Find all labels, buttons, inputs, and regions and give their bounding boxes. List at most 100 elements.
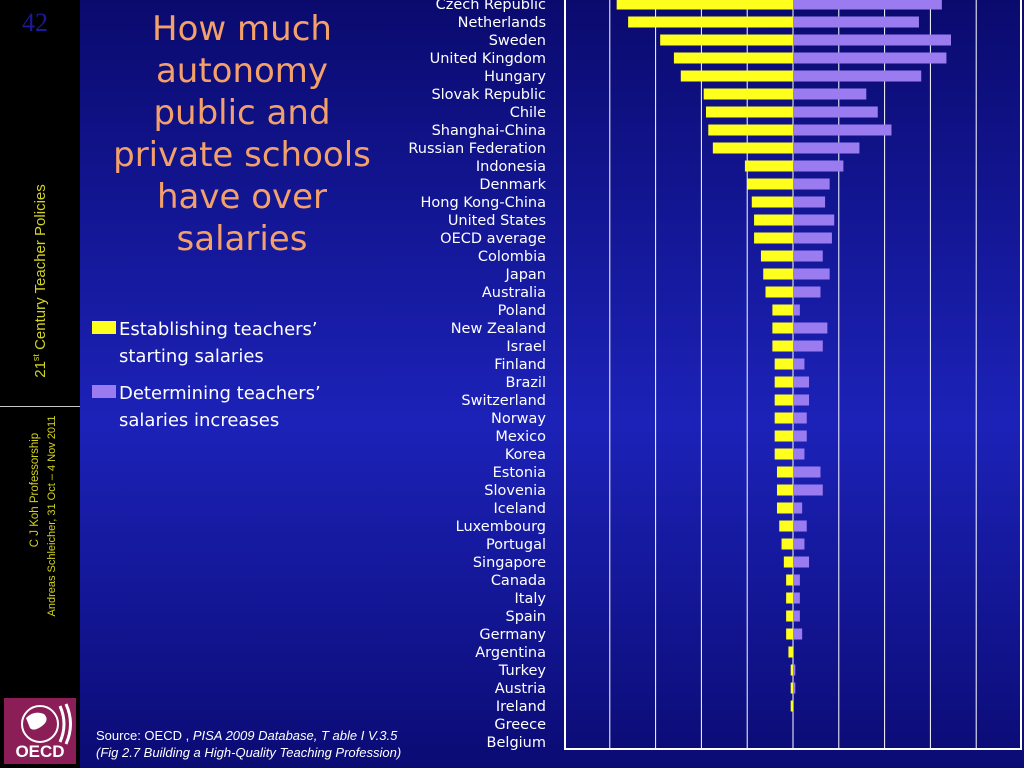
- bar-increases: [793, 106, 878, 118]
- bar-starting: [790, 682, 793, 694]
- bar-starting: [776, 484, 793, 496]
- category-label: Singapore: [473, 555, 546, 571]
- category-label: Estonia: [493, 465, 546, 481]
- bar-increases: [793, 538, 805, 550]
- category-label: Slovak Republic: [431, 87, 546, 103]
- legend-label-starting: Establishing teachers’ starting salaries: [119, 319, 318, 367]
- bar-increases: [793, 34, 952, 46]
- category-label: Russian Federation: [408, 141, 546, 157]
- category-label: Mexico: [495, 429, 546, 445]
- bar-increases: [793, 70, 922, 82]
- bar-starting: [754, 232, 793, 244]
- category-label: Austria: [495, 681, 546, 697]
- category-label: New Zealand: [451, 321, 546, 337]
- category-label: Canada: [491, 573, 546, 589]
- bar-increases: [793, 52, 947, 64]
- slide-number: 42: [22, 8, 48, 37]
- source-prefix: Source: OECD ,: [96, 728, 190, 743]
- bar-increases: [793, 664, 796, 676]
- category-label: Shanghai-China: [432, 123, 546, 139]
- category-label: Finland: [494, 357, 546, 373]
- bar-increases: [793, 592, 800, 604]
- bar-starting: [774, 412, 793, 424]
- category-label: Hong Kong-China: [421, 195, 546, 211]
- bar-increases: [793, 214, 835, 226]
- oecd-logo: OECD: [4, 698, 76, 764]
- bar-starting: [747, 178, 793, 190]
- category-label: Argentina: [475, 645, 546, 661]
- bar-starting: [754, 214, 793, 226]
- bar-increases: [793, 0, 942, 10]
- bar-starting: [708, 124, 793, 136]
- bar-increases: [793, 412, 807, 424]
- category-label: OECD average: [440, 231, 546, 247]
- category-label: Israel: [506, 339, 546, 355]
- category-label: Netherlands: [458, 15, 546, 31]
- bar-starting: [786, 628, 793, 640]
- category-label: Luxembourg: [456, 519, 546, 535]
- bar-starting: [772, 322, 793, 334]
- bar-starting: [751, 196, 793, 208]
- bar-increases: [793, 520, 807, 532]
- category-label: Italy: [515, 591, 547, 607]
- bar-starting: [616, 0, 793, 10]
- globe-icon: [21, 703, 72, 745]
- bar-increases: [793, 304, 800, 316]
- bar-increases: [793, 196, 826, 208]
- category-label: Portugal: [486, 537, 546, 553]
- bar-increases: [793, 88, 867, 100]
- bar-starting: [763, 268, 793, 280]
- bar-increases: [793, 142, 860, 154]
- bar-starting: [772, 340, 793, 352]
- bar-increases: [793, 682, 796, 694]
- category-label: Czech Republic: [436, 0, 546, 13]
- bar-increases: [793, 484, 823, 496]
- category-label: Switzerland: [461, 393, 546, 409]
- bar-increases: [793, 340, 823, 352]
- category-label: Spain: [505, 609, 546, 625]
- bar-starting: [774, 394, 793, 406]
- bar-starting: [703, 88, 793, 100]
- bar-starting: [772, 304, 793, 316]
- sidebar-divider: [0, 406, 80, 407]
- bar-increases: [793, 628, 803, 640]
- bar-starting: [765, 286, 793, 298]
- bar-starting: [705, 106, 793, 118]
- legend-swatch-increases: [92, 385, 116, 398]
- bar-increases: [793, 556, 810, 568]
- bar-increases: [793, 268, 830, 280]
- bar-starting: [774, 448, 793, 460]
- category-label: Belgium: [487, 735, 546, 751]
- bar-increases: [793, 250, 823, 262]
- bar-starting: [774, 430, 793, 442]
- category-label: Japan: [505, 267, 546, 283]
- bar-starting: [788, 646, 793, 658]
- category-label: United States: [448, 213, 546, 229]
- bar-increases: [793, 358, 805, 370]
- bar-starting: [776, 466, 793, 478]
- legend-swatch-starting: [92, 321, 116, 334]
- bar-increases: [793, 448, 805, 460]
- sidebar: 42 21st Century Teacher Policies C J Koh…: [0, 0, 80, 768]
- category-label: Ireland: [496, 699, 546, 715]
- category-label: Iceland: [494, 501, 546, 517]
- bar-increases: [793, 502, 803, 514]
- category-label: Hungary: [484, 69, 546, 85]
- bar-starting: [779, 520, 793, 532]
- bar-increases: [793, 178, 830, 190]
- category-label: Chile: [510, 105, 546, 121]
- bar-increases: [793, 232, 832, 244]
- legend-label-increases: Determining teachers’ salaries increases: [119, 383, 321, 431]
- bar-starting: [680, 70, 793, 82]
- category-label: Greece: [494, 717, 546, 733]
- category-label: United Kingdom: [430, 51, 546, 67]
- bar-starting: [744, 160, 793, 172]
- category-label: Poland: [498, 303, 546, 319]
- bar-starting: [781, 538, 793, 550]
- category-label: Turkey: [498, 663, 547, 679]
- category-label: Germany: [479, 627, 546, 643]
- source-line2: (Fig 2.7 Building a High-Quality Teachin…: [96, 745, 402, 760]
- bar-increases: [793, 394, 810, 406]
- category-label: Colombia: [478, 249, 546, 265]
